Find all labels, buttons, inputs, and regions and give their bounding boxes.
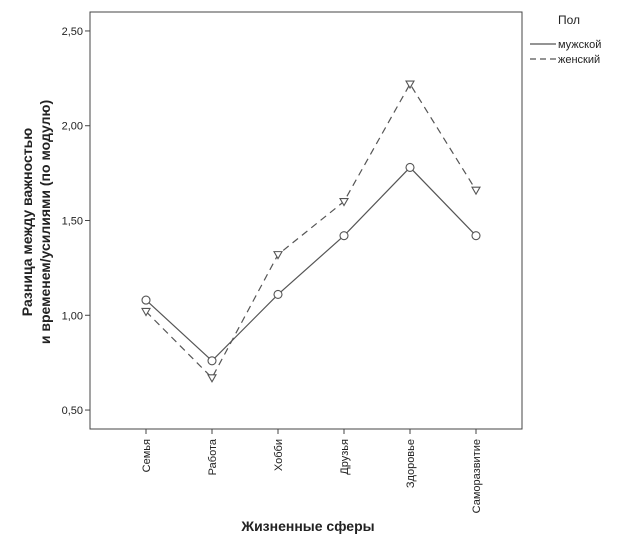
series-line-0 xyxy=(145,166,477,362)
x-tick-label: Хобби xyxy=(273,439,285,471)
marker-circle xyxy=(471,231,481,241)
marker-triangle xyxy=(141,307,151,317)
x-tick-label: Работа xyxy=(207,438,219,475)
x-tick-label: Здоровье xyxy=(405,439,417,488)
legend-label-male: мужской xyxy=(558,39,601,51)
y-tick-label: 1,00 xyxy=(62,310,83,322)
marker-circle xyxy=(339,231,349,241)
legend-label-female: женский xyxy=(558,54,600,66)
marker-triangle xyxy=(273,251,283,260)
y-tick-label: 0,50 xyxy=(62,405,83,417)
marker-triangle xyxy=(207,374,217,383)
y-axis-title-line-2: и временем/усилиями (по модулю) xyxy=(37,100,53,344)
marker-circle xyxy=(273,289,283,299)
y-axis: 0,50 1,00 1,50 2,00 2,50 xyxy=(62,26,90,417)
series-line-1 xyxy=(145,82,477,379)
marker-circle xyxy=(141,295,151,305)
series-layer xyxy=(141,80,481,383)
marker-triangle xyxy=(405,80,415,90)
y-tick-label: 1,50 xyxy=(62,216,83,228)
x-axis: Семья Работа Хобби Друзья Здоровье Саморазвит… xyxy=(141,429,483,513)
marker-circle xyxy=(207,356,217,366)
legend-title: Пол xyxy=(558,13,580,27)
y-axis-title-line-1: Разница между важностью xyxy=(19,128,35,316)
y-tick-label: 2,00 xyxy=(62,121,83,133)
marker-triangle xyxy=(471,186,481,196)
marker-triangle xyxy=(339,197,349,207)
legend: Пол мужской женский xyxy=(530,13,601,66)
x-tick-label: Семья xyxy=(141,439,153,472)
x-tick-label: Саморазвитие xyxy=(471,439,483,513)
x-tick-label: Друзья xyxy=(339,439,351,475)
y-tick-label: 2,50 xyxy=(62,26,83,38)
x-axis-title: Жизненные сферы xyxy=(240,518,374,534)
marker-circle xyxy=(405,162,415,172)
plot-frame xyxy=(89,11,523,430)
